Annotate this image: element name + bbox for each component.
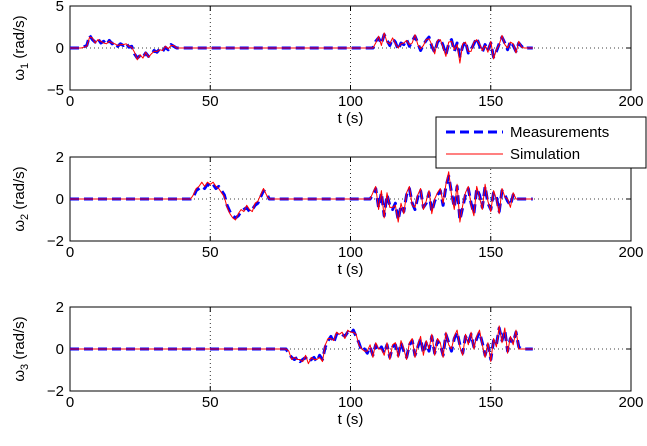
- panel-2-x-tick-label: 100: [338, 244, 363, 261]
- panel-2-x-axis-label: t (s): [338, 261, 364, 278]
- panel-2-series-simulation-line: [70, 171, 533, 223]
- panel-3-x-tick-label: 0: [66, 394, 74, 411]
- panel-2-y-tick-label: 2: [56, 149, 64, 166]
- panel-3-x-tick-label: 200: [618, 394, 643, 411]
- panel-1-x-tick-label: 200: [618, 93, 643, 110]
- panel-1-series-measurements-line: [70, 33, 533, 60]
- panel-3-y-axis-label: ω3 (rad/s): [11, 316, 31, 381]
- panel-2-y-axis-label: ω2 (rad/s): [11, 166, 31, 231]
- panel-2-y-tick-label: 0: [56, 191, 64, 208]
- panel-3-y-label-symbol: ω: [11, 370, 28, 382]
- panel-2-y-tick-label: −2: [47, 233, 64, 250]
- panel-1-y-label-subscript: 1: [19, 63, 31, 69]
- panel-1-y-tick-label: −5: [47, 82, 64, 99]
- panel-1-x-tick-label: 150: [478, 93, 503, 110]
- panel-3-y-tick-label: −2: [47, 383, 64, 400]
- panel-3-y-tick-label: 2: [56, 299, 64, 316]
- panel-3-series-simulation-line: [70, 325, 533, 365]
- panel-1-y-axis-label: ω1 (rad/s): [11, 15, 31, 80]
- panel-1-y-tick-label: 5: [56, 0, 64, 15]
- panel-1-x-tick-label: 50: [202, 93, 219, 110]
- legend-label-measurements: Measurements: [510, 124, 609, 141]
- panel-2-x-tick-label: 0: [66, 244, 74, 261]
- panel-1-x-tick-label: 0: [66, 93, 74, 110]
- legend-label-simulation: Simulation: [510, 146, 580, 163]
- panel-2-y-label-unit: (rad/s): [11, 166, 28, 214]
- panel-3-x-axis-label: t (s): [338, 411, 364, 428]
- panel-3-y-label-unit: (rad/s): [11, 316, 28, 364]
- panel-3-x-tick-label: 150: [478, 394, 503, 411]
- panel-1-y-label-symbol: ω: [11, 69, 28, 81]
- panel-1-x-axis-label: t (s): [338, 110, 364, 127]
- legend-box: [435, 116, 647, 169]
- panel-2-x-tick-label: 150: [478, 244, 503, 261]
- panel-1-x-tick-label: 100: [338, 93, 363, 110]
- panel-3-y-tick-label: 0: [56, 341, 64, 358]
- panel-1-y-label-unit: (rad/s): [11, 15, 28, 63]
- panel-2-x-tick-label: 50: [202, 244, 219, 261]
- panel-3-y-label-subscript: 3: [19, 364, 31, 370]
- panel-1-series-simulation-line: [70, 32, 533, 64]
- panel-1-y-tick-label: 0: [56, 40, 64, 57]
- panel-2-y-label-symbol: ω: [11, 220, 28, 232]
- panel-2-x-tick-label: 200: [618, 244, 643, 261]
- panel-2-y-label-subscript: 2: [19, 214, 31, 220]
- panel-3-x-tick-label: 50: [202, 394, 219, 411]
- panel-3-x-tick-label: 100: [338, 394, 363, 411]
